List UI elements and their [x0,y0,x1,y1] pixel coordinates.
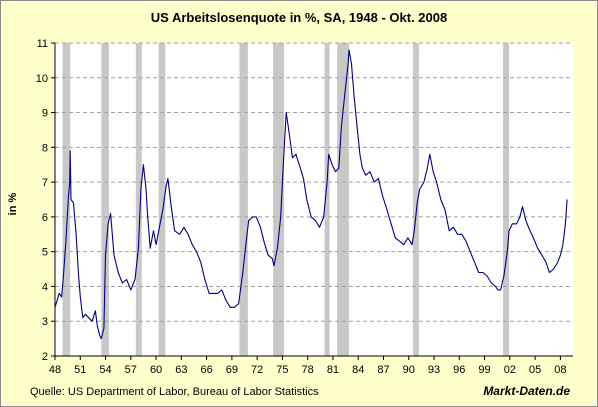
recession-band [101,43,109,356]
y-tick-label: 10 [36,73,48,85]
x-tick-label: 66 [200,364,212,376]
x-tick-label: 08 [554,364,566,376]
x-tick-label: 87 [377,364,389,376]
recession-band [62,43,71,356]
recession-band [503,43,509,356]
x-tick-label: 78 [302,364,314,376]
axes [54,43,573,357]
recession-band [324,43,330,356]
x-tick-label: 48 [49,364,61,376]
x-tick-label: 75 [276,364,288,376]
x-tick-label: 81 [327,364,339,376]
recession-band [135,43,142,356]
y-tick-label: 5 [42,247,48,259]
x-tick-label: 60 [150,364,162,376]
y-tick-label: 4 [42,281,48,293]
recession-band [239,43,248,356]
series-line [54,49,568,340]
y-tick-label: 7 [42,177,48,189]
plot-background [55,43,573,356]
x-tick-label: 54 [99,364,111,376]
y-tick-label: 11 [37,38,48,50]
source-note: Quelle: US Department of Labor, Bureau o… [30,386,319,398]
x-tick-label: 63 [175,364,187,376]
recession-band [412,43,419,356]
x-tick-label: 51 [74,364,86,376]
x-tick-label: 02 [504,364,516,376]
x-tick-label: 90 [403,364,415,376]
recession-band [337,43,349,356]
recession-band [273,43,285,356]
recession-band [158,43,166,356]
brand-logo-text: Markt-Daten.de [483,384,570,398]
y-tick-label: 6 [42,212,48,224]
recession-bands [55,43,573,356]
y-tick-label: 3 [42,316,48,328]
x-tick-label: 84 [352,364,364,376]
x-tick-label: 99 [478,364,490,376]
y-tick-label: 9 [42,108,48,120]
x-tick-label: 57 [125,364,137,376]
unemployment-rate-line [54,49,568,340]
x-tick-label: 72 [251,364,263,376]
y-tick-label: 8 [42,142,48,154]
x-tick-label: 69 [226,364,238,376]
y-tick-label: 2 [42,351,48,363]
x-tick-label: 93 [428,364,440,376]
x-tick-label: 05 [529,364,541,376]
chart-title: US Arbeitslosenquote in %, SA, 1948 - Ok… [150,10,448,25]
x-tick-label: 96 [453,364,465,376]
